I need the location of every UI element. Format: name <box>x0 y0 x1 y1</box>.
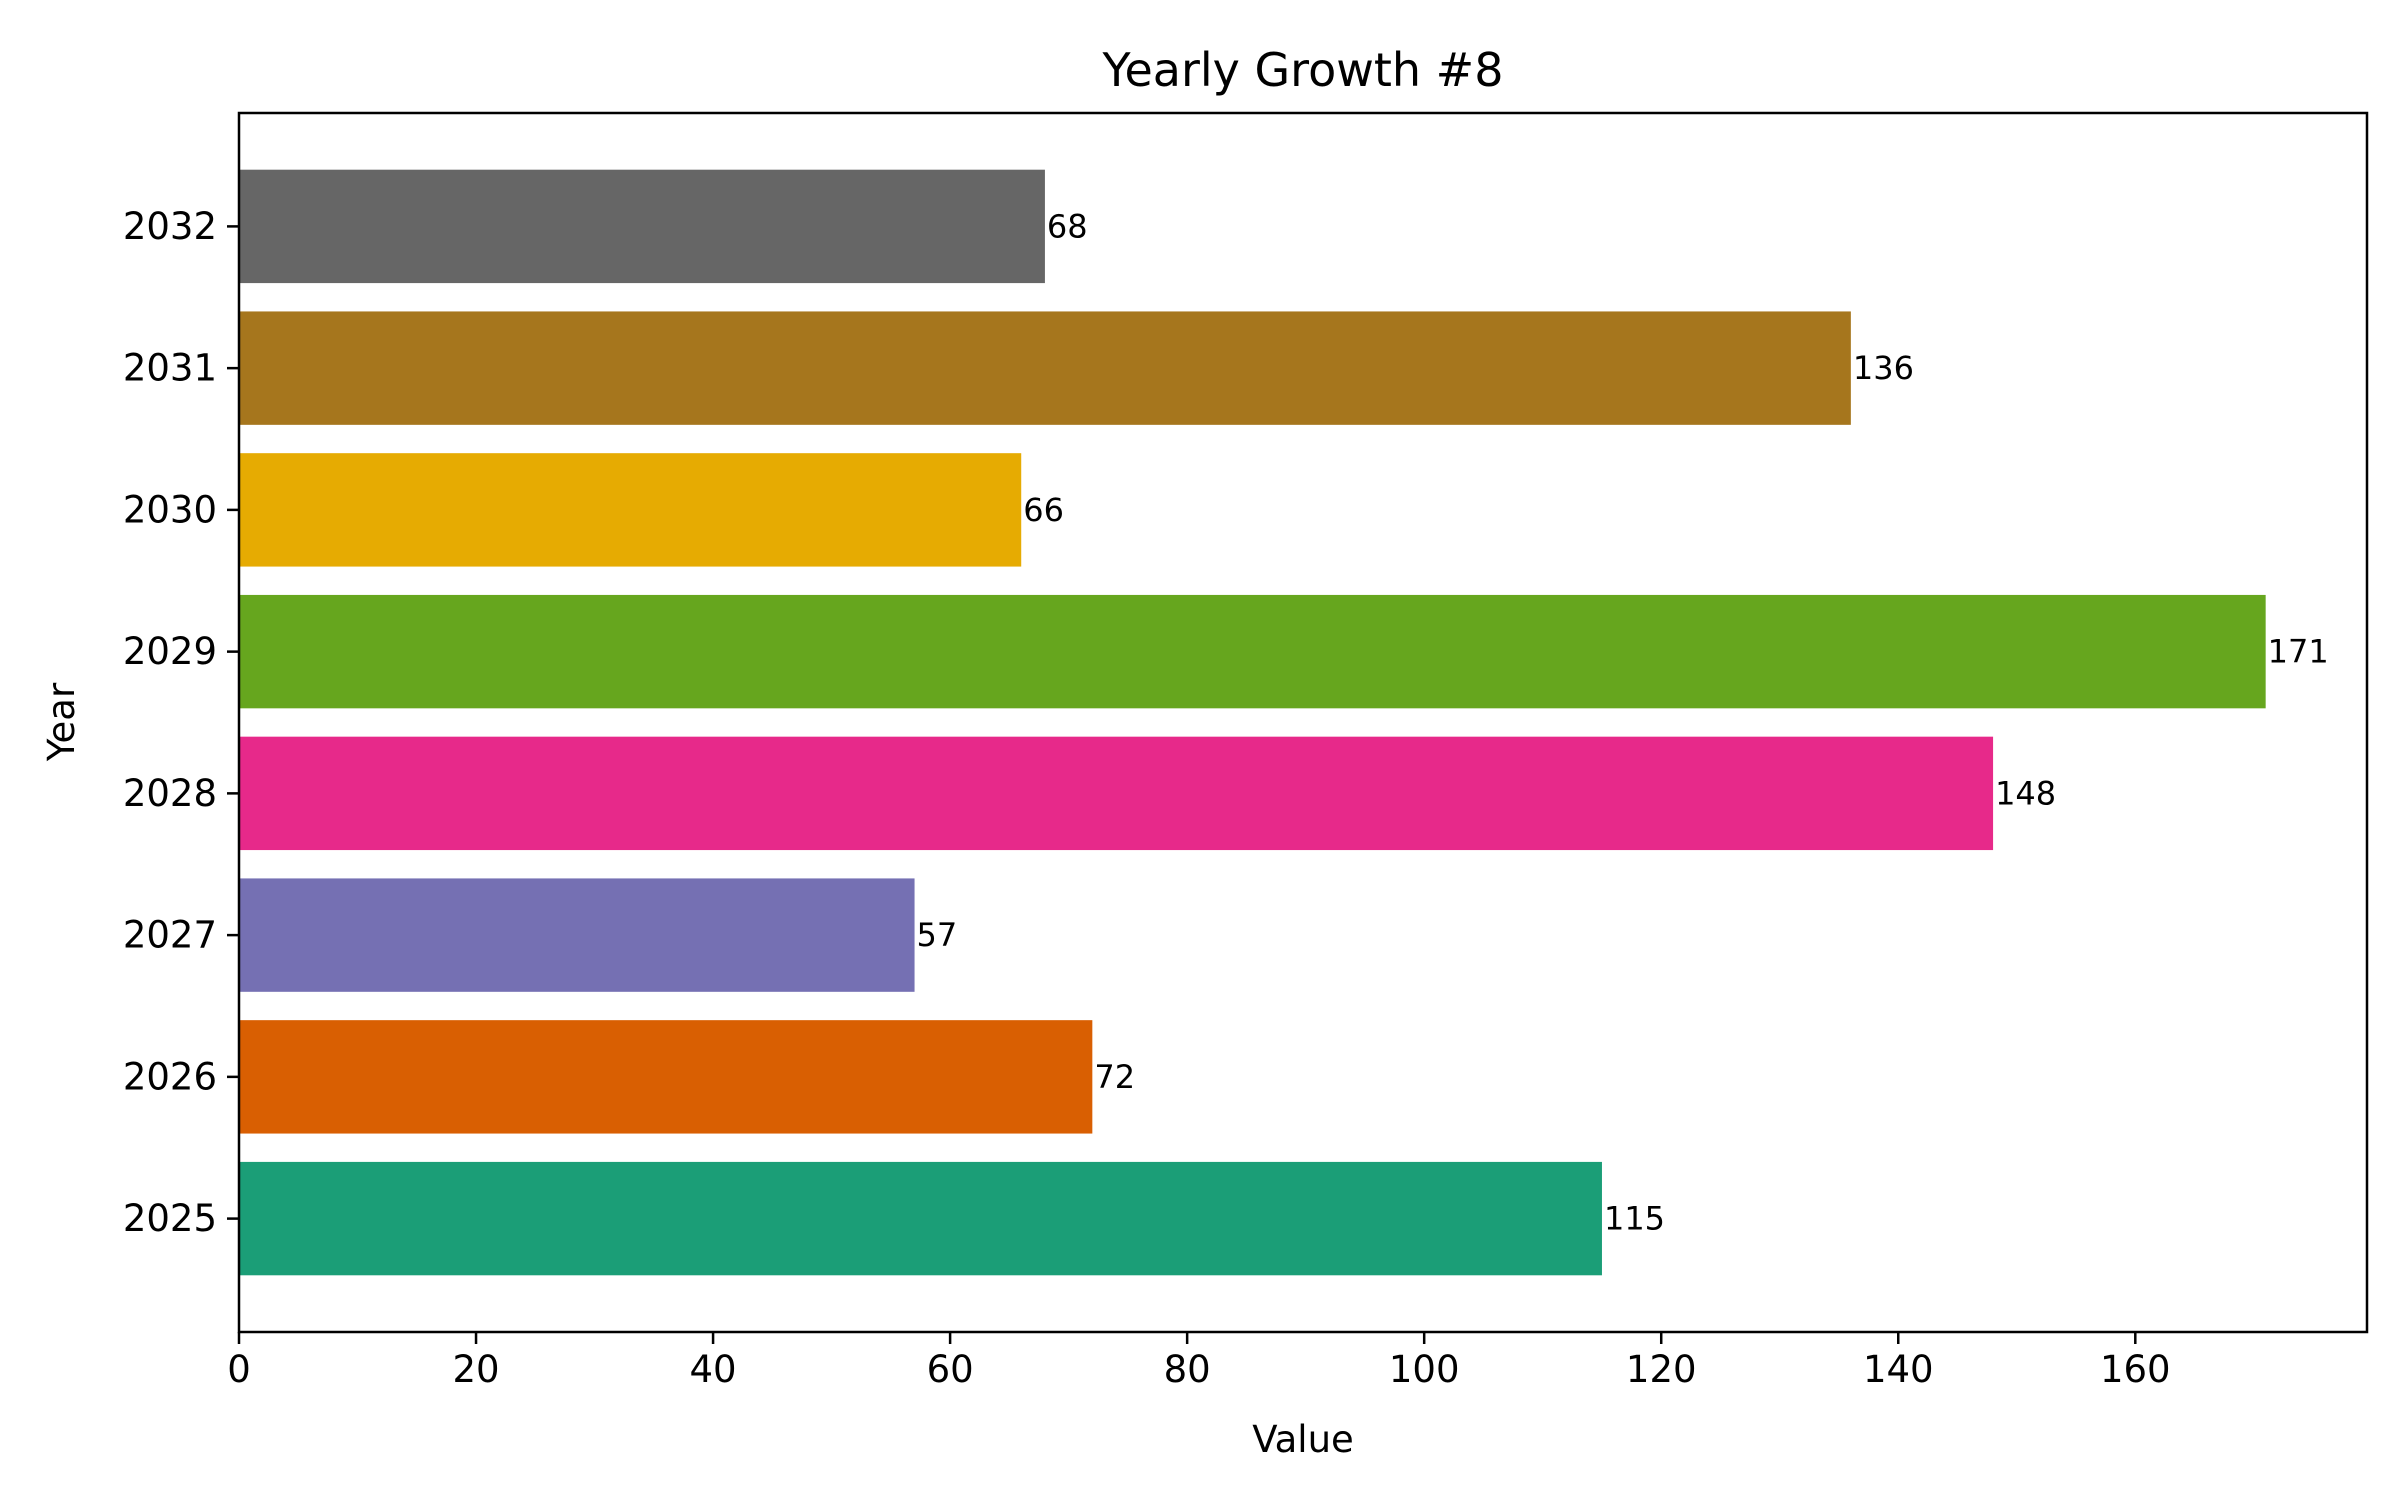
y-tick-label-2027: 2027 <box>123 914 217 957</box>
x-tick-label-100: 100 <box>1389 1348 1460 1391</box>
data-label-2032: 68 <box>1047 207 1088 245</box>
bars-layer <box>239 169 2266 1276</box>
x-tick-label-40: 40 <box>690 1348 737 1391</box>
y-tick-label-2032: 2032 <box>123 205 217 248</box>
data-label-2025: 115 <box>1604 1200 1665 1238</box>
x-tick-label-80: 80 <box>1164 1348 1211 1391</box>
x-tick-label-0: 0 <box>227 1348 251 1391</box>
bar-2027 <box>239 878 915 992</box>
y-tick-label-2026: 2026 <box>123 1055 217 1098</box>
data-label-2030: 66 <box>1023 491 1064 529</box>
x-tick-label-20: 20 <box>452 1348 499 1391</box>
data-label-2029: 171 <box>2268 633 2329 671</box>
y-tick-label-2031: 2031 <box>123 347 217 390</box>
bar-2029 <box>239 594 2266 709</box>
chart-title: Yearly Growth #8 <box>1102 43 1504 97</box>
y-tick-label-2025: 2025 <box>123 1197 217 1240</box>
y-tick-label-2029: 2029 <box>123 630 217 673</box>
x-tick-label-60: 60 <box>927 1348 974 1391</box>
y-axis: 2025 2026 2027 2028 2029 2030 2031 2032 <box>123 205 239 1240</box>
bar-2026 <box>239 1020 1093 1134</box>
y-tick-label-2028: 2028 <box>123 772 217 815</box>
y-axis-label: Year <box>40 682 83 762</box>
x-axis-label: Value <box>1252 1418 1354 1461</box>
plot-frame <box>237 111 2369 1334</box>
bar-2028 <box>239 736 1994 851</box>
data-label-2026: 72 <box>1094 1058 1135 1096</box>
data-label-2028: 148 <box>1995 774 2056 812</box>
data-labels-layer: 115 72 57 148 171 66 136 68 <box>917 207 2329 1237</box>
y-tick-label-2030: 2030 <box>123 488 217 531</box>
bar-2030 <box>239 453 1022 567</box>
x-tick-label-120: 120 <box>1626 1348 1697 1391</box>
bar-2031 <box>239 311 1851 425</box>
x-tick-label-140: 140 <box>1863 1348 1934 1391</box>
bar-2025 <box>239 1161 1602 1276</box>
x-tick-label-160: 160 <box>2100 1348 2171 1391</box>
bar-2032 <box>239 169 1045 284</box>
data-label-2031: 136 <box>1853 349 1914 387</box>
data-label-2027: 57 <box>917 916 958 954</box>
x-axis: 0 20 40 60 80 100 120 140 160 <box>227 1332 2171 1391</box>
